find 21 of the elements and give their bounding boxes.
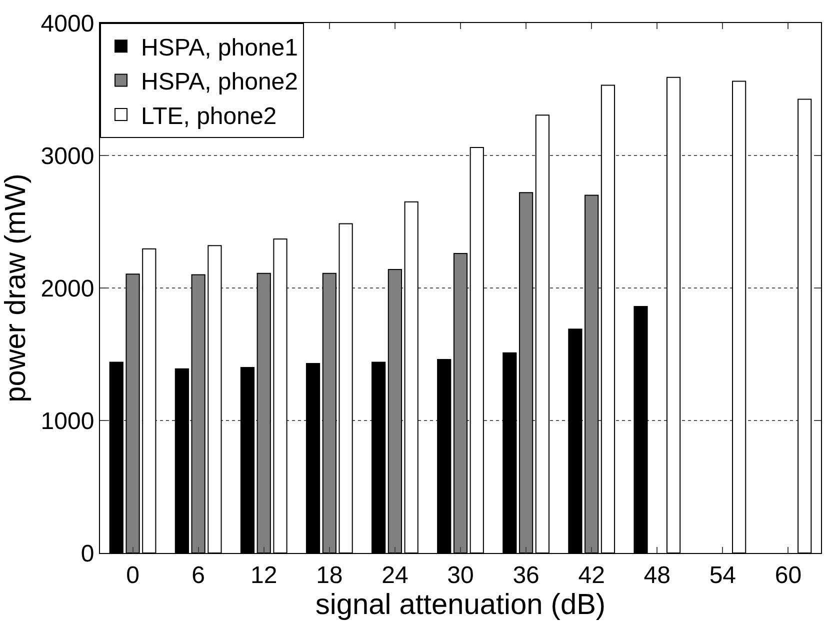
x-tick-label: 6 <box>192 562 205 589</box>
x-tick-label: 42 <box>578 562 605 589</box>
x-tick-label: 0 <box>126 562 140 589</box>
x-tick-label: 12 <box>250 562 278 589</box>
x-tick-label: 18 <box>316 562 343 589</box>
x-tick-label: 48 <box>644 562 670 589</box>
legend-label: LTE, phone2 <box>141 102 277 130</box>
y-tick-label: 1000 <box>40 408 94 435</box>
y-tick-label: 0 <box>80 540 94 568</box>
x-tick-label: 60 <box>774 562 802 589</box>
x-axis-title: signal attenuation (dB) <box>315 588 606 621</box>
legend-label: HSPA, phone1 <box>141 34 298 62</box>
legend-label: HSPA, phone2 <box>141 68 298 96</box>
x-tick-label: 54 <box>709 562 736 589</box>
x-tick-label: 30 <box>447 562 474 589</box>
x-tick-label: 24 <box>382 562 408 589</box>
y-tick-label: 3000 <box>40 142 94 170</box>
y-tick-label: 2000 <box>40 275 94 302</box>
y-axis-title: power draw (mW) <box>0 174 32 402</box>
y-tick-label: 4000 <box>40 10 94 38</box>
x-tick-label: 36 <box>512 562 540 589</box>
